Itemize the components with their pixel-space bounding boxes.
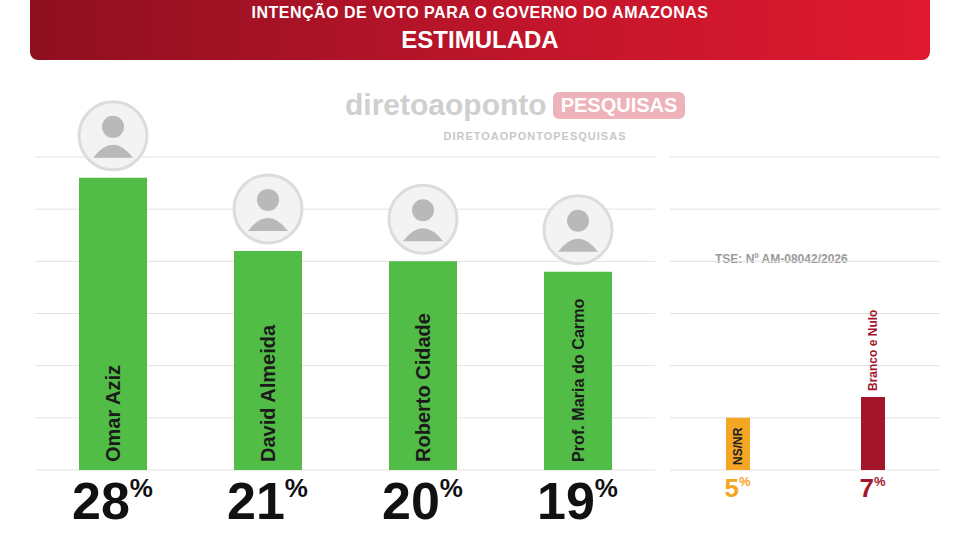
svg-text:Branco e Nulo: Branco e Nulo bbox=[866, 310, 880, 391]
html-text:diretoaoponto: diretoaoponto bbox=[345, 88, 547, 121]
html-text:PESQUISAS: PESQUISAS bbox=[560, 93, 678, 116]
svg-text:David Almeida: David Almeida bbox=[257, 324, 279, 462]
svg-text:20%: 20% bbox=[382, 472, 463, 530]
html-text:INTENÇÃO DE VOTO PARA O GOVERN: INTENÇÃO DE VOTO PARA O GOVERNO DO AMAZO… bbox=[251, 4, 709, 21]
html-text:ESTIMULADA: ESTIMULADA bbox=[401, 26, 559, 53]
svg-text:Omar Aziz: Omar Aziz bbox=[102, 365, 124, 462]
svg-text:19%: 19% bbox=[537, 472, 618, 530]
svg-text:5%: 5% bbox=[724, 473, 750, 503]
svg-text:28%: 28% bbox=[72, 472, 153, 530]
svg-text:21%: 21% bbox=[227, 472, 308, 530]
html-text:DIRETOAOPONTOPESQUISAS: DIRETOAOPONTOPESQUISAS bbox=[443, 130, 627, 142]
svg-text:Roberto Cidade: Roberto Cidade bbox=[412, 313, 434, 462]
svg-text:Prof. Maria do Carmo: Prof. Maria do Carmo bbox=[569, 298, 587, 462]
html-text:TSE: Nº AM-08042/2026: TSE: Nº AM-08042/2026 bbox=[715, 252, 848, 266]
svg-text:NS/NR: NS/NR bbox=[731, 427, 745, 465]
svg-text:7%: 7% bbox=[859, 473, 885, 503]
